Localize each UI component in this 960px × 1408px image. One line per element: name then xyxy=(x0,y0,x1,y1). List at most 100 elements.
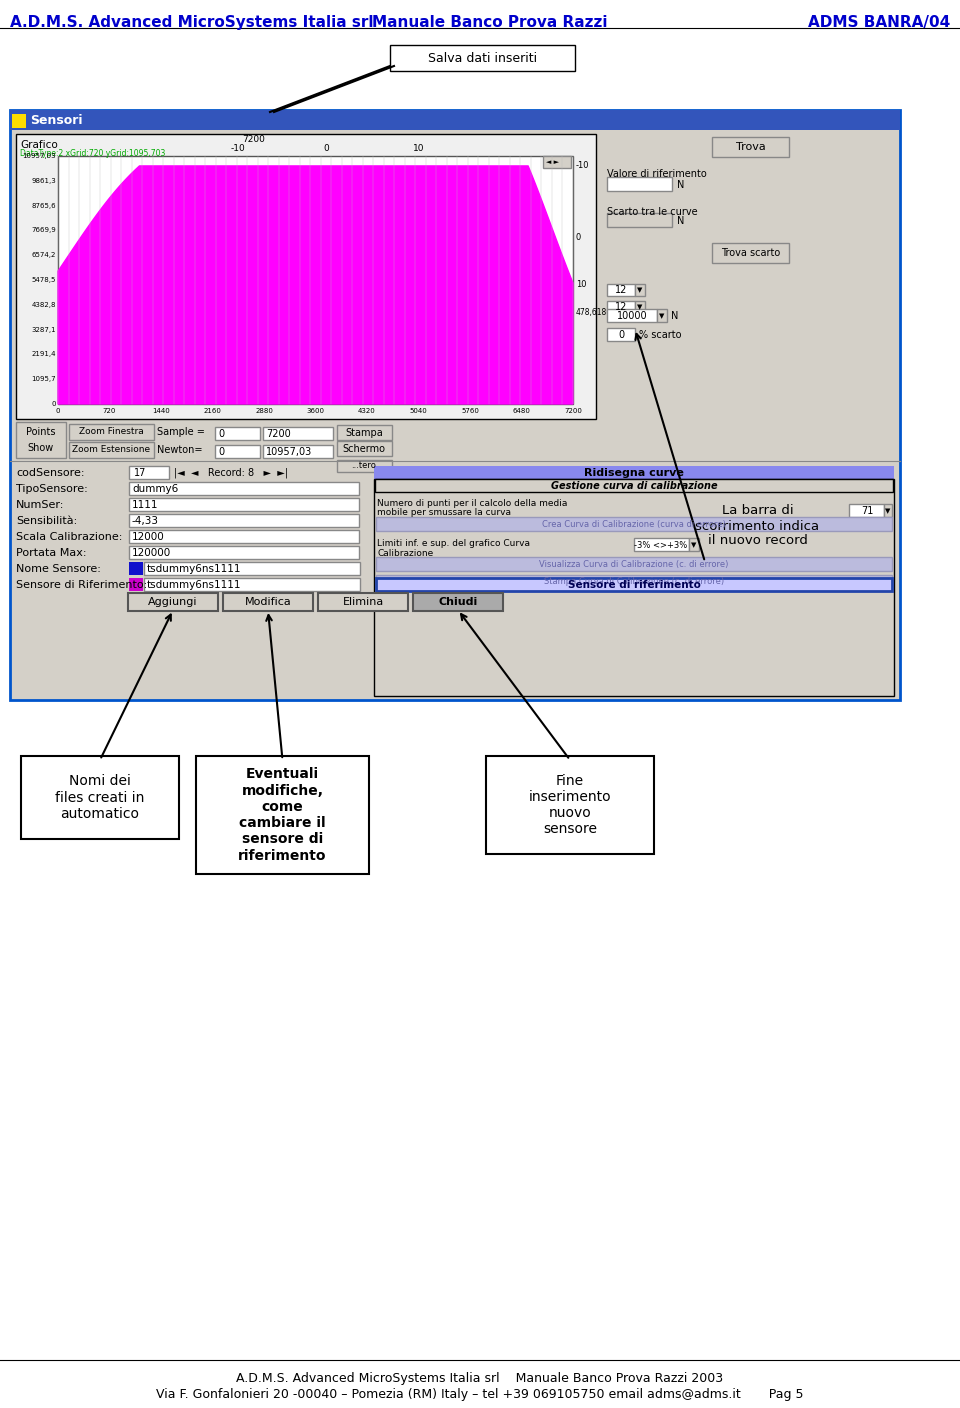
Text: TipoSensore:: TipoSensore: xyxy=(16,484,87,494)
Text: tsdummy6ns1111: tsdummy6ns1111 xyxy=(147,580,242,590)
Text: DataType:2 xGrid:720 yGrid:1095,703: DataType:2 xGrid:720 yGrid:1095,703 xyxy=(20,149,165,158)
FancyBboxPatch shape xyxy=(263,445,333,458)
FancyBboxPatch shape xyxy=(337,425,392,439)
Text: 0: 0 xyxy=(56,408,60,414)
Text: codSensore:: codSensore: xyxy=(16,467,84,477)
Text: Sensibilità:: Sensibilità: xyxy=(16,515,77,527)
Text: Show: Show xyxy=(28,444,54,453)
Text: 5760: 5760 xyxy=(461,408,479,414)
FancyBboxPatch shape xyxy=(607,308,657,322)
FancyBboxPatch shape xyxy=(413,593,503,611)
Text: 2191,4: 2191,4 xyxy=(32,352,56,358)
Text: Points: Points xyxy=(26,427,56,436)
Text: ◄ ►: ◄ ► xyxy=(545,159,559,165)
FancyBboxPatch shape xyxy=(374,479,894,696)
FancyBboxPatch shape xyxy=(634,538,689,551)
Text: Limiti inf. e sup. del grafico Curva: Limiti inf. e sup. del grafico Curva xyxy=(377,539,530,548)
Text: 0: 0 xyxy=(576,234,581,242)
Text: ▼: ▼ xyxy=(637,287,642,293)
Text: ▼: ▼ xyxy=(637,304,642,310)
FancyBboxPatch shape xyxy=(376,517,892,531)
FancyBboxPatch shape xyxy=(607,284,635,296)
Text: Salva dati inseriti: Salva dati inseriti xyxy=(428,52,537,65)
Text: 0: 0 xyxy=(618,329,624,339)
FancyBboxPatch shape xyxy=(10,110,900,700)
Text: 71: 71 xyxy=(861,505,874,515)
Text: N: N xyxy=(671,311,679,321)
FancyBboxPatch shape xyxy=(129,546,359,559)
Text: % scarto: % scarto xyxy=(639,329,682,339)
Text: 6480: 6480 xyxy=(513,408,531,414)
Text: Gestione curva di calibrazione: Gestione curva di calibrazione xyxy=(551,482,717,491)
Text: -4,33: -4,33 xyxy=(132,515,159,527)
Text: |◄  ◄   Record: 8   ►  ►|: |◄ ◄ Record: 8 ► ►| xyxy=(174,467,288,479)
Text: Fine
inserimento
nuovo
sensore: Fine inserimento nuovo sensore xyxy=(529,774,612,836)
Text: Visualizza Curva di Calibrazione (c. di errore): Visualizza Curva di Calibrazione (c. di … xyxy=(540,559,729,569)
Text: Scarto tra le curve: Scarto tra le curve xyxy=(607,207,698,217)
Text: Chiudi: Chiudi xyxy=(439,597,478,607)
Text: Nome Sensore:: Nome Sensore: xyxy=(16,565,101,574)
FancyBboxPatch shape xyxy=(144,579,360,591)
Text: Grafico: Grafico xyxy=(20,139,58,151)
FancyBboxPatch shape xyxy=(21,756,179,839)
FancyBboxPatch shape xyxy=(215,445,260,458)
Text: Numero di punti per il calcolo della media: Numero di punti per il calcolo della med… xyxy=(377,498,567,508)
FancyBboxPatch shape xyxy=(337,441,392,456)
FancyBboxPatch shape xyxy=(16,134,596,420)
Text: 478,618: 478,618 xyxy=(576,308,608,317)
Text: tsdummy6ns1111: tsdummy6ns1111 xyxy=(147,565,242,574)
Text: A.D.M.S. Advanced MicroSystems Italia srl: A.D.M.S. Advanced MicroSystems Italia sr… xyxy=(10,15,373,30)
FancyBboxPatch shape xyxy=(129,482,359,496)
FancyBboxPatch shape xyxy=(196,756,369,874)
FancyBboxPatch shape xyxy=(129,579,143,591)
Text: 12000: 12000 xyxy=(132,532,165,542)
Text: 5040: 5040 xyxy=(410,408,427,414)
Text: Newton=: Newton= xyxy=(157,445,203,455)
Text: -10: -10 xyxy=(576,162,589,170)
FancyBboxPatch shape xyxy=(712,137,789,158)
FancyBboxPatch shape xyxy=(58,156,573,404)
FancyBboxPatch shape xyxy=(376,558,892,572)
Text: -3% <>+3%: -3% <>+3% xyxy=(635,541,687,549)
Text: 12: 12 xyxy=(614,284,627,296)
FancyBboxPatch shape xyxy=(129,466,169,479)
Text: mobile per smussare la curva: mobile per smussare la curva xyxy=(377,508,511,517)
Text: Manuale Banco Prova Razzi: Manuale Banco Prova Razzi xyxy=(372,15,608,30)
Text: Crea Curva di Calibrazione (curva di errore): Crea Curva di Calibrazione (curva di err… xyxy=(542,520,726,528)
Text: 10: 10 xyxy=(413,144,424,153)
FancyBboxPatch shape xyxy=(144,562,360,574)
Text: dummy6: dummy6 xyxy=(132,484,179,494)
FancyBboxPatch shape xyxy=(662,487,853,565)
FancyBboxPatch shape xyxy=(69,442,154,458)
Text: Trova scarto: Trova scarto xyxy=(721,248,780,258)
Text: Sensore di Riferimento:: Sensore di Riferimento: xyxy=(16,580,147,590)
Polygon shape xyxy=(58,166,573,404)
Text: Portata Max:: Portata Max: xyxy=(16,548,86,558)
FancyBboxPatch shape xyxy=(390,45,575,70)
Text: 7200: 7200 xyxy=(242,135,265,144)
Text: Valore di riferimento: Valore di riferimento xyxy=(607,169,707,179)
FancyBboxPatch shape xyxy=(376,574,892,589)
FancyBboxPatch shape xyxy=(129,562,143,574)
Text: 12: 12 xyxy=(614,301,627,313)
Text: 4382,8: 4382,8 xyxy=(32,301,56,308)
Text: 7200: 7200 xyxy=(266,429,291,439)
Text: 7200: 7200 xyxy=(564,408,582,414)
FancyBboxPatch shape xyxy=(129,498,359,511)
Text: 8765,6: 8765,6 xyxy=(32,203,56,208)
Text: 17: 17 xyxy=(134,467,146,477)
FancyBboxPatch shape xyxy=(129,529,359,543)
Text: 3287,1: 3287,1 xyxy=(32,327,56,332)
FancyBboxPatch shape xyxy=(263,427,333,439)
Text: 3600: 3600 xyxy=(306,408,324,414)
Text: 10957,03: 10957,03 xyxy=(22,153,56,159)
Text: 9861,3: 9861,3 xyxy=(32,177,56,184)
FancyBboxPatch shape xyxy=(849,504,884,517)
Text: Stampa: Stampa xyxy=(346,428,383,438)
Text: Eventuali
modifiche,
come
cambiare il
sensore di
riferimento: Eventuali modifiche, come cambiare il se… xyxy=(238,767,326,863)
Text: ▼: ▼ xyxy=(885,508,891,514)
Text: N: N xyxy=(677,180,684,190)
Text: 6574,2: 6574,2 xyxy=(32,252,56,258)
Text: Ridisegna curve: Ridisegna curve xyxy=(584,467,684,477)
FancyBboxPatch shape xyxy=(129,514,359,527)
